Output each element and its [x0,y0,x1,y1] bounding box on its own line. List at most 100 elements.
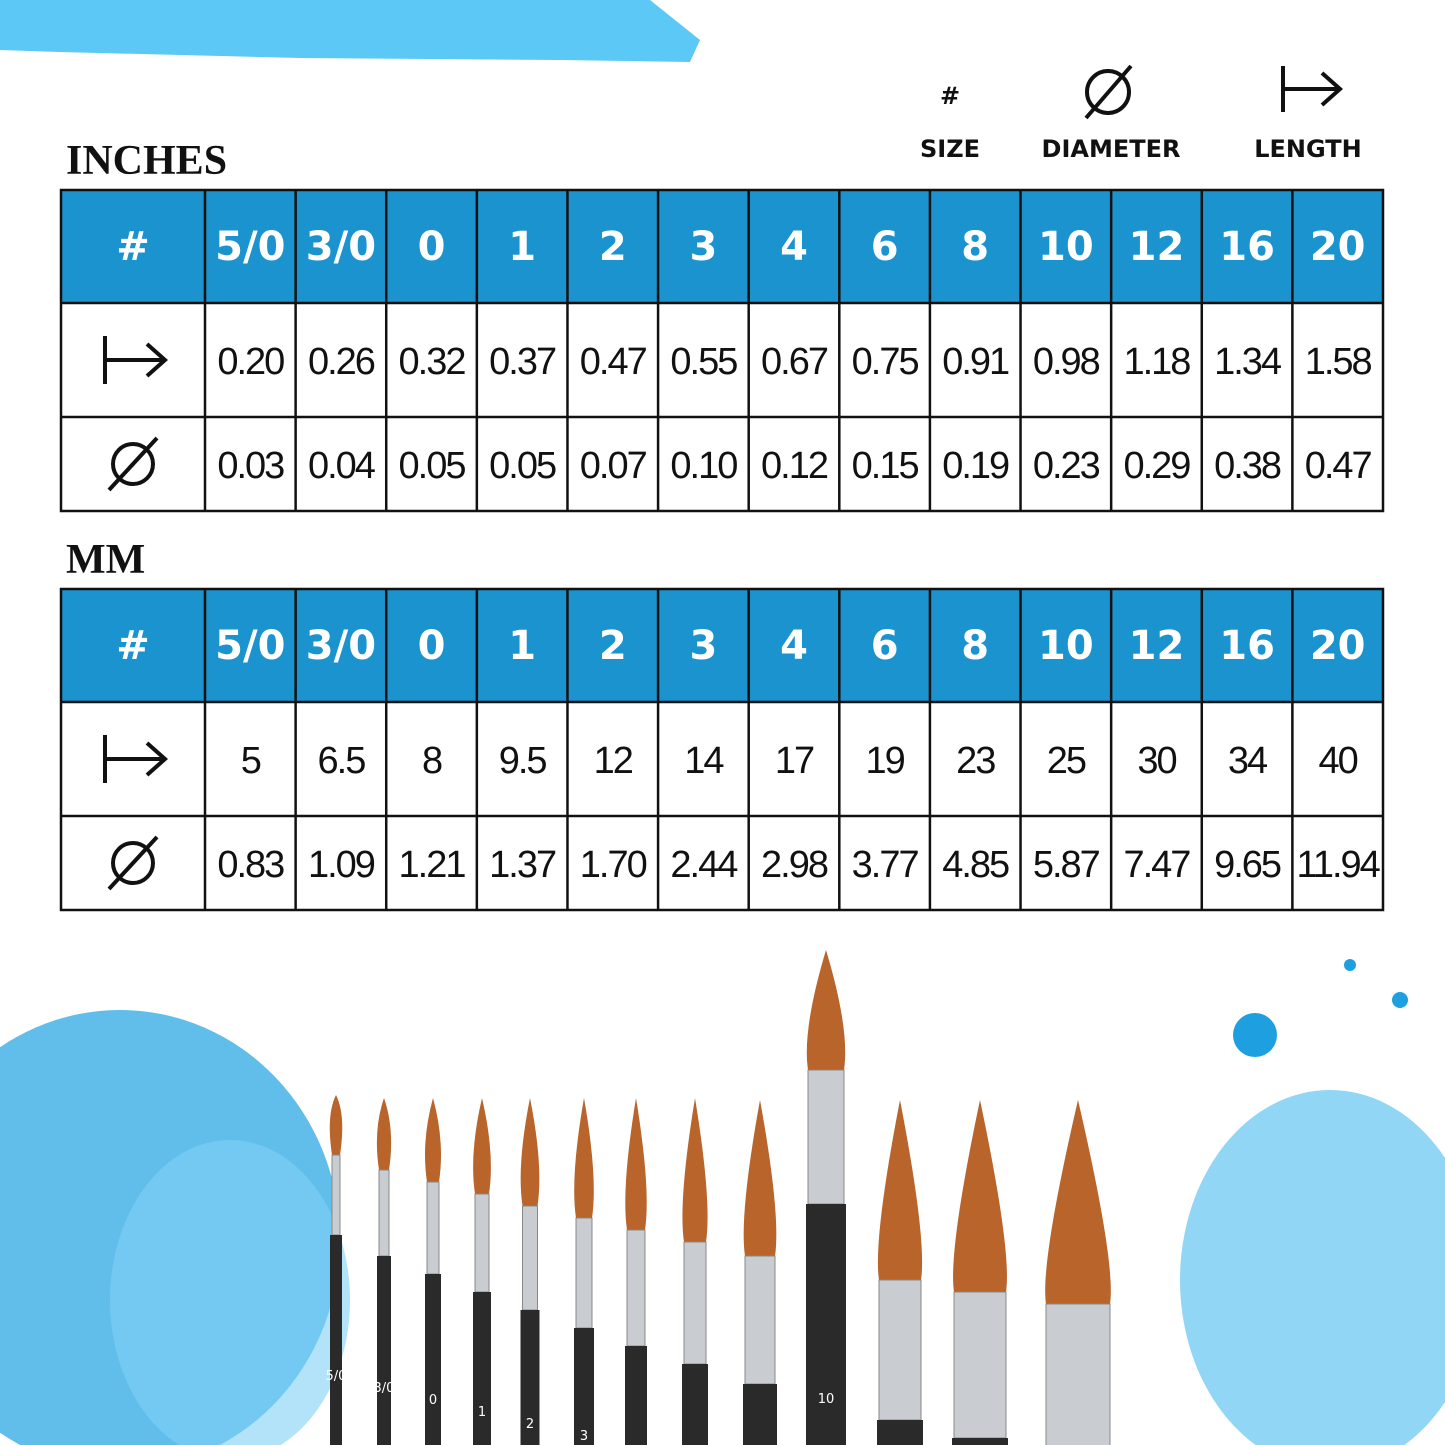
value-cell: 0.05 [399,445,466,487]
value-cell: 0.55 [670,341,737,383]
header-cell: 3 [689,224,717,270]
value-cell: 0.91 [942,341,1009,383]
brush-ferrule [474,1193,490,1293]
header-row [61,589,1383,702]
header-row [61,190,1383,303]
table-border [59,188,1385,513]
header-cell: 0 [418,224,446,270]
brush-label: 3/0 [374,1381,395,1396]
value-cell: 19 [865,740,904,782]
brush-handle [625,1346,647,1445]
splash [1180,1090,1445,1445]
header-cell: 20 [1310,623,1366,669]
value-cell: 0.10 [670,445,737,487]
brush-tip [877,1100,923,1280]
header-cell: 20 [1310,224,1366,270]
brush-ferrule [331,1154,341,1236]
splash [1344,959,1356,971]
brush-handle [743,1384,777,1445]
value-cell: 12 [594,740,633,782]
value-cell: 1.34 [1214,341,1282,383]
header-cell: 5/0 [215,224,285,270]
header-cell: 16 [1219,623,1275,669]
brush-tip [376,1098,392,1170]
brush-tip [625,1098,647,1230]
value-cell: 2.44 [670,844,738,886]
diameter-icon [1084,64,1133,120]
value-cell: 30 [1137,740,1176,782]
length-icon [103,735,169,783]
value-cell: 9.5 [499,740,547,782]
header-cell: # [116,623,150,669]
brush-tip [953,1100,1007,1292]
paint-stroke [0,0,700,62]
value-cell: 8 [422,740,442,782]
header-cell: 10 [1038,224,1094,270]
brush-tip [574,1098,594,1218]
brush-tip [682,1098,708,1242]
brush-ferrule [522,1205,538,1311]
value-cell: 1.21 [399,844,466,886]
header-cell: 4 [780,224,808,270]
size-symbol: # [940,82,960,110]
brush-handle [682,1364,708,1445]
value-cell: 0.37 [489,341,556,383]
header-cell: 12 [1129,623,1185,669]
value-cell: 0.12 [761,445,828,487]
value-cell: 40 [1319,740,1358,782]
value-cell: 0.47 [580,341,647,383]
brush-ferrule [953,1291,1007,1439]
value-cell: 0.19 [942,445,1009,487]
splash [1392,992,1408,1008]
brush-label: 2 [526,1417,534,1432]
header-cell: 12 [1129,224,1185,270]
value-cell: 0.47 [1305,445,1372,487]
brush-tip [520,1098,540,1206]
header-cell: 8 [961,224,989,270]
brush-label: 1 [478,1405,486,1420]
header-cell: 4 [780,623,808,669]
header-cell: 10 [1038,623,1094,669]
value-cell: 4.85 [942,844,1009,886]
icon-part [111,442,155,486]
brush-ferrule [878,1279,922,1421]
brush-tip [806,950,846,1070]
header-cell: 2 [599,623,627,669]
value-cell: 1.09 [308,844,375,886]
header-cell: 1 [508,623,536,669]
value-cell: 25 [1047,740,1086,782]
header-cell: 0 [418,623,446,669]
value-cell: 0.67 [761,341,828,383]
legend-label: LENGTH [1254,135,1362,163]
icon-part [107,436,159,492]
value-cell: 0.98 [1033,341,1100,383]
table-title: INCHES [66,138,227,184]
brush-ferrule [575,1217,593,1329]
value-cell: 1.70 [580,844,647,886]
value-cell: 14 [684,740,724,782]
icon-part [145,342,169,378]
value-cell: 0.23 [1033,445,1100,487]
brush-handle [877,1420,923,1445]
diameter-icon [107,835,159,891]
legend-label: DIAMETER [1042,135,1181,163]
icon-part [111,841,155,885]
value-cell: 0.04 [308,445,376,487]
value-cell: 0.26 [308,341,375,383]
brush-tip [1045,1100,1111,1304]
brush-tip [473,1098,491,1194]
value-cell: 0.75 [852,341,919,383]
brush-handle [952,1438,1008,1445]
header-cell: 3 [689,623,717,669]
value-cell: 23 [956,740,995,782]
brush-handle [574,1328,594,1445]
value-cell: 0.15 [852,445,919,487]
brush-label: 3 [580,1429,588,1444]
splash [110,1140,350,1445]
brush-ferrule [683,1241,707,1365]
value-cell: 0.32 [399,341,466,383]
value-cell: 9.65 [1214,844,1281,886]
length-icon [1281,66,1344,112]
